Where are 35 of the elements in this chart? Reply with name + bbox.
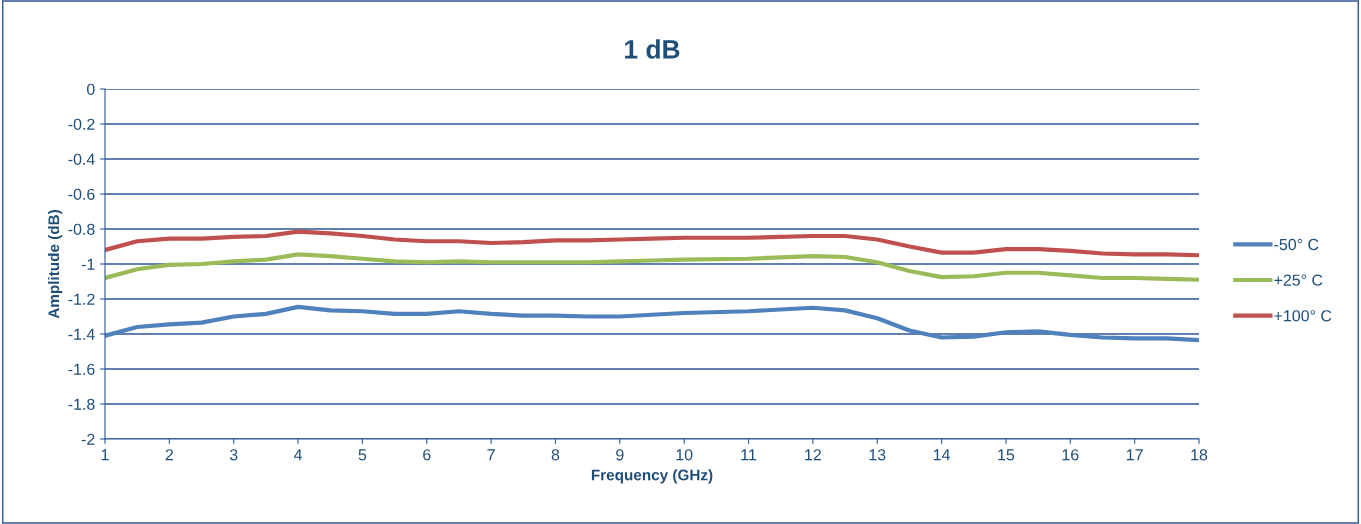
y-tick-label: -1.8	[68, 398, 95, 410]
x-tick-label: 16	[1062, 449, 1079, 461]
y-tick-label: 0	[87, 83, 95, 95]
legend-label: -50° C	[1274, 238, 1319, 251]
x-tick-label: 15	[998, 449, 1015, 461]
x-axis-title: Frequency (GHz)	[591, 469, 713, 484]
y-tick-label: -1.4	[68, 328, 95, 340]
x-tick-label: 17	[1126, 449, 1143, 461]
x-tick-label: 12	[805, 449, 821, 461]
chart-title: 1 dB	[625, 39, 680, 59]
y-tick-label: -1.6	[68, 363, 95, 375]
y-tick-label: -0.4	[68, 153, 95, 165]
x-tick-label: 2	[165, 449, 173, 461]
y-tick-label: -2	[81, 433, 95, 445]
y-axis-title: Amplitude (dB)	[47, 210, 63, 319]
legend-label: +100° C	[1274, 310, 1332, 322]
x-tick-label: 7	[487, 449, 495, 461]
y-tick-label: -0.6	[68, 188, 95, 200]
x-tick-label: 1	[101, 449, 109, 461]
x-tick-label: 13	[869, 449, 886, 461]
legend-label: +25° C	[1274, 274, 1323, 286]
x-tick-label: 9	[616, 449, 624, 461]
x-tick-label: 4	[293, 449, 303, 461]
y-tick-label: -0.2	[68, 118, 95, 130]
x-tick-label: 5	[358, 449, 367, 461]
x-tick-label: 6	[423, 449, 431, 461]
x-tick-label: 10	[676, 449, 693, 461]
x-tick-label: 11	[741, 449, 757, 461]
x-tick-label: 14	[933, 449, 950, 461]
x-tick-label: 3	[229, 449, 238, 461]
x-tick-label: 8	[551, 449, 560, 461]
x-tick-label: 18	[1191, 449, 1208, 461]
y-tick-label: -1	[81, 258, 95, 270]
y-tick-label: -1.2	[68, 293, 95, 305]
y-tick-label: -0.8	[68, 223, 95, 235]
